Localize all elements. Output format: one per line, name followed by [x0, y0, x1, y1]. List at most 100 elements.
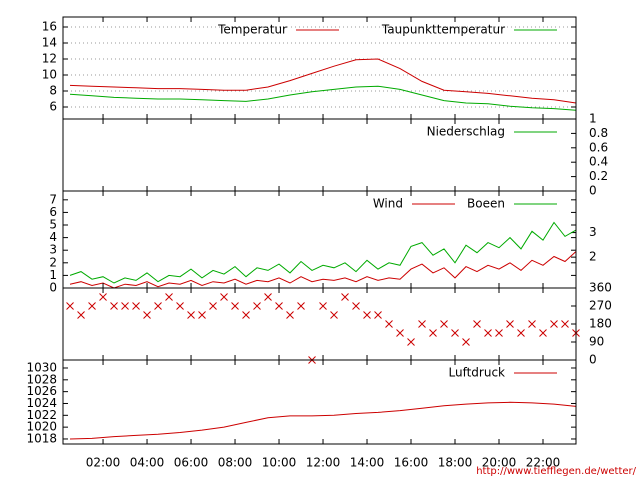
direction-point	[429, 329, 437, 337]
direction-point	[66, 302, 74, 310]
direction-point	[264, 293, 272, 301]
x-tick-label: 02:00	[86, 456, 121, 470]
data-line	[69, 401, 577, 440]
direction-point	[88, 302, 96, 310]
direction-point	[396, 329, 404, 337]
y-tick-label: 12	[42, 52, 57, 66]
direction-point	[484, 329, 492, 337]
x-tick-label: 14:00	[350, 456, 385, 470]
y-tick-label: 1018	[26, 431, 57, 445]
x-tick-label: 16:00	[394, 456, 429, 470]
y-tick-label: 2	[49, 255, 57, 269]
direction-point	[517, 329, 525, 337]
direction-point	[154, 302, 162, 310]
y2-tick-label: 3	[589, 225, 597, 239]
direction-point	[187, 311, 195, 319]
direction-point	[297, 302, 305, 310]
direction-point	[462, 338, 470, 346]
y-tick-label: 1030	[26, 360, 57, 374]
y-tick-label: 1026	[26, 384, 57, 398]
direction-point	[407, 338, 415, 346]
direction-point	[385, 320, 393, 328]
x-tick-label: 18:00	[438, 456, 473, 470]
direction-point	[110, 302, 118, 310]
y-tick-label: 6	[49, 205, 57, 219]
direction-point	[253, 302, 261, 310]
y2-tick-label: 270	[589, 299, 612, 313]
y2-tick-label: 2	[589, 250, 597, 264]
data-line	[69, 221, 577, 284]
y-tick-label: 5	[49, 218, 57, 232]
legend-label: Boeen	[467, 197, 505, 211]
direction-point	[418, 320, 426, 328]
y-tick-label: 8	[49, 84, 57, 98]
y2-tick-label: 180	[589, 317, 612, 331]
legend-label: Luftdruck	[448, 366, 505, 380]
direction-point	[363, 311, 371, 319]
x-tick-label: 20:00	[482, 456, 517, 470]
y2-tick-label: 0.6	[589, 140, 608, 154]
legend-label: Temperatur	[217, 23, 287, 37]
x-tick-label: 10:00	[262, 456, 297, 470]
panel-frame	[62, 359, 577, 445]
footer-link[interactable]: http://www.tiefflegen.de/wetter/	[476, 466, 636, 477]
y-tick-label: 10	[42, 68, 57, 82]
direction-point	[143, 311, 151, 319]
y2-tick-label: 0.2	[589, 169, 608, 183]
direction-point	[451, 329, 459, 337]
y2-tick-label: 90	[589, 335, 604, 349]
direction-point	[77, 311, 85, 319]
direction-point	[330, 311, 338, 319]
x-tick-label: 06:00	[174, 456, 209, 470]
legend-label: Wind	[373, 197, 403, 211]
y2-tick-label: 0.4	[589, 155, 608, 169]
direction-point	[539, 329, 547, 337]
y-tick-label: 7	[49, 192, 57, 206]
y2-tick-label: 1	[589, 112, 597, 126]
y-tick-label: 16	[42, 20, 57, 34]
direction-point	[506, 320, 514, 328]
direction-point	[275, 302, 283, 310]
y-tick-label: 4	[49, 230, 57, 244]
legend-label: Taupunkttemperatur	[381, 23, 505, 37]
y2-tick-label: 360	[589, 281, 612, 295]
direction-point	[165, 293, 173, 301]
data-line	[69, 85, 577, 111]
direction-point	[286, 311, 294, 319]
x-tick-label: 12:00	[306, 456, 341, 470]
direction-point	[132, 302, 140, 310]
y-tick-label: 1028	[26, 372, 57, 386]
y-tick-label: 6	[49, 100, 57, 114]
y-tick-label: 1	[49, 268, 57, 282]
direction-point	[176, 302, 184, 310]
direction-point	[440, 320, 448, 328]
y2-tick-label: 0.8	[589, 126, 608, 140]
direction-point	[550, 320, 558, 328]
direction-point	[319, 302, 327, 310]
direction-point	[352, 302, 360, 310]
y2-tick-label: 0	[589, 353, 597, 367]
direction-point	[528, 320, 536, 328]
data-line	[69, 251, 577, 289]
direction-point	[231, 302, 239, 310]
direction-point	[561, 320, 569, 328]
direction-point	[495, 329, 503, 337]
y-tick-label: 1024	[26, 396, 57, 410]
y-tick-label: 0	[49, 281, 57, 295]
direction-point	[99, 293, 107, 301]
direction-point	[374, 311, 382, 319]
legend-label: Niederschlag	[427, 125, 505, 139]
y-tick-label: 1020	[26, 420, 57, 434]
data-line	[69, 58, 577, 104]
direction-point	[198, 311, 206, 319]
x-tick-label: 22:00	[526, 456, 561, 470]
direction-point	[220, 293, 228, 301]
y-tick-label: 1022	[26, 408, 57, 422]
x-tick-label: 08:00	[218, 456, 253, 470]
direction-point	[341, 293, 349, 301]
direction-point	[242, 311, 250, 319]
y-tick-label: 14	[42, 36, 57, 50]
direction-point	[209, 302, 217, 310]
